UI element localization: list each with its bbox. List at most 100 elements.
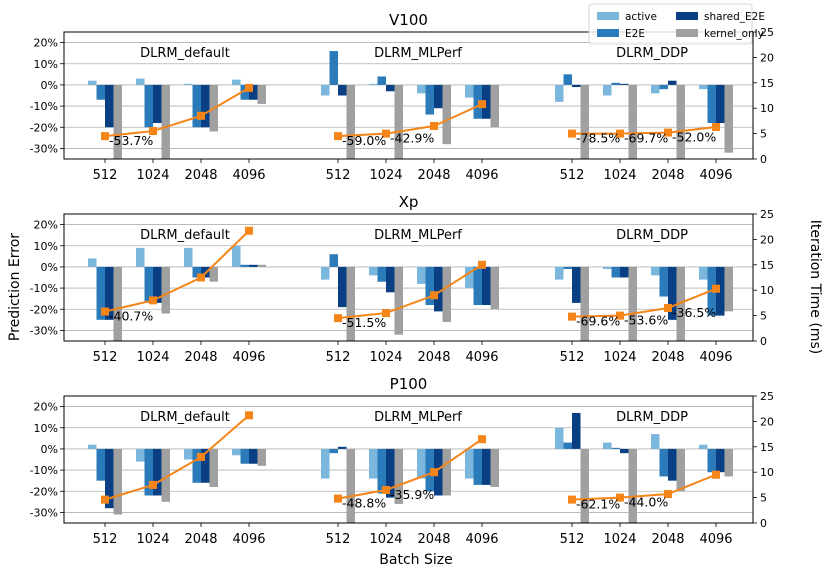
time-marker bbox=[245, 411, 253, 420]
group-label: DLRM_default bbox=[140, 410, 230, 425]
bar-E2E bbox=[659, 266, 668, 297]
bar-E2E bbox=[563, 266, 572, 270]
bar-shared_E2E bbox=[434, 266, 443, 312]
bar-kernel_only bbox=[209, 266, 218, 282]
speedup-annotation: -78.5% bbox=[576, 131, 620, 146]
speedup-annotation: -52.0% bbox=[672, 130, 716, 145]
y-tick-label-right: 0 bbox=[760, 517, 767, 530]
speedup-annotation: -69.6% bbox=[576, 314, 620, 329]
time-marker bbox=[149, 296, 157, 305]
x-tick-label: 1024 bbox=[369, 350, 402, 365]
panel-title: V100 bbox=[389, 11, 428, 29]
time-marker bbox=[382, 309, 390, 318]
bar-E2E bbox=[473, 448, 482, 485]
y-tick-label-right: 20 bbox=[760, 233, 774, 246]
x-tick-label: 2048 bbox=[651, 168, 684, 183]
y-tick-label-right: 15 bbox=[760, 259, 774, 272]
bar-kernel_only bbox=[628, 266, 637, 341]
bar-E2E bbox=[611, 82, 620, 85]
bar-kernel_only bbox=[628, 448, 637, 523]
bar-shared_E2E bbox=[434, 448, 443, 496]
y-tick-label-left: 10% bbox=[34, 58, 58, 71]
y-tick-label-right: 0 bbox=[760, 153, 767, 166]
bar-shared_E2E bbox=[201, 84, 210, 128]
speedup-annotation: -69.7% bbox=[624, 131, 668, 146]
legend-swatch-shared_E2E bbox=[676, 12, 698, 20]
y-tick-label-right: 5 bbox=[760, 492, 767, 505]
time-marker bbox=[568, 495, 576, 504]
x-tick-label: 1024 bbox=[369, 532, 402, 547]
bar-shared_E2E bbox=[201, 448, 210, 483]
speedup-annotation: -62.1% bbox=[576, 497, 620, 512]
bar-active bbox=[88, 258, 97, 267]
axes-frame bbox=[63, 31, 754, 160]
bar-E2E bbox=[192, 266, 201, 278]
speedup-annotation: -35.9% bbox=[390, 487, 434, 502]
speedup-annotation: -59.0% bbox=[342, 133, 386, 148]
time-marker bbox=[478, 100, 486, 109]
panel-p100: 20% 10% 0% -10% -20% -30% 0 5 10 15 20 25 512 1024 204… bbox=[30, 375, 774, 547]
group-label: DLRM_default bbox=[140, 46, 230, 61]
plot-area bbox=[64, 32, 753, 159]
group-label: DLRM_DDP bbox=[616, 228, 688, 243]
bar-E2E bbox=[329, 448, 338, 454]
bar-active bbox=[465, 448, 474, 479]
bar-kernel_only bbox=[346, 448, 355, 523]
y-tick-label-left: -10% bbox=[30, 282, 58, 295]
bar-shared_E2E bbox=[668, 80, 677, 85]
y-tick-label-right: 10 bbox=[760, 284, 774, 297]
x-tick-label: 4096 bbox=[232, 350, 265, 365]
legend-label: E2E bbox=[625, 28, 645, 40]
x-tick-label: 2048 bbox=[651, 350, 684, 365]
x-tick-label: 1024 bbox=[603, 168, 636, 183]
bar-E2E bbox=[659, 448, 668, 477]
bar-kernel_only bbox=[257, 84, 266, 104]
bar-shared_E2E bbox=[249, 264, 258, 267]
time-marker bbox=[245, 83, 253, 92]
panel-title: Xp bbox=[399, 193, 419, 211]
bar-E2E bbox=[329, 254, 338, 267]
y-tick-label-right: 25 bbox=[760, 26, 774, 39]
time-marker bbox=[430, 121, 438, 130]
time-marker bbox=[430, 291, 438, 300]
x-tick-label: 4096 bbox=[699, 168, 732, 183]
time-marker bbox=[101, 132, 109, 141]
y-tick-label-right: 25 bbox=[760, 208, 774, 221]
bar-kernel_only bbox=[257, 264, 266, 267]
y-tick-label-left: 10% bbox=[34, 240, 58, 253]
bar-active bbox=[88, 80, 97, 85]
bar-active bbox=[369, 448, 378, 479]
bar-E2E bbox=[144, 84, 153, 128]
bar-active bbox=[184, 247, 193, 267]
y-axis-label-right: Iteration Time (ms) bbox=[807, 220, 823, 354]
bar-E2E bbox=[563, 74, 572, 85]
bar-shared_E2E bbox=[572, 266, 581, 303]
time-line bbox=[337, 103, 483, 138]
bar-active bbox=[603, 84, 612, 96]
legend-label: kernel_only bbox=[704, 28, 764, 40]
bar-kernel_only bbox=[161, 266, 170, 314]
bar-active bbox=[136, 448, 145, 462]
time-marker bbox=[101, 307, 109, 316]
x-tick-label: 2048 bbox=[184, 350, 217, 365]
bar-active bbox=[651, 434, 660, 449]
x-tick-label: 1024 bbox=[603, 532, 636, 547]
panel-title: P100 bbox=[390, 375, 428, 393]
axes-frame bbox=[63, 395, 754, 524]
bar-active bbox=[136, 78, 145, 85]
bar-shared_E2E bbox=[153, 266, 162, 303]
bar-active bbox=[232, 448, 241, 456]
bar-kernel_only bbox=[394, 266, 403, 335]
time-marker bbox=[382, 129, 390, 138]
time-marker bbox=[149, 480, 157, 489]
time-marker bbox=[197, 111, 205, 120]
bar-shared_E2E bbox=[153, 84, 162, 124]
bar-kernel_only bbox=[490, 266, 499, 310]
bar-shared_E2E bbox=[105, 84, 114, 128]
legend-label: shared_E2E bbox=[704, 11, 765, 23]
group-label: DLRM_DDP bbox=[616, 410, 688, 425]
group-label: DLRM_MLPerf bbox=[374, 410, 462, 425]
y-tick-label-left: -30% bbox=[30, 142, 58, 155]
y-tick-label-right: 10 bbox=[760, 102, 774, 115]
x-tick-label: 1024 bbox=[136, 168, 169, 183]
